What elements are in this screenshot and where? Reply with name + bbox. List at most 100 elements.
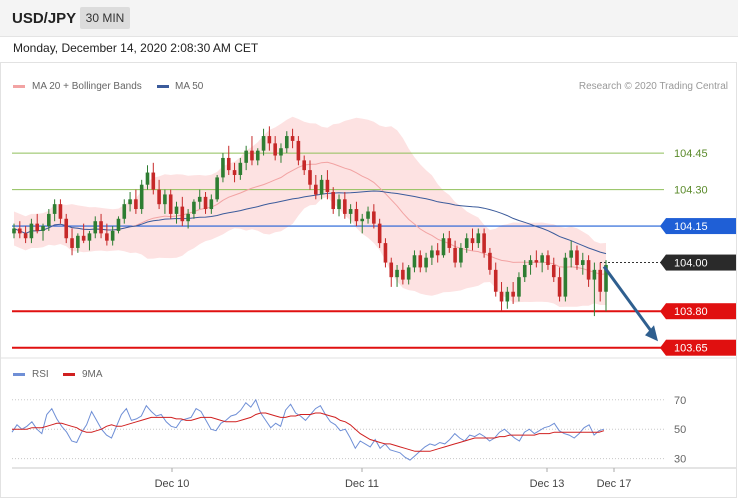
chart-frame [0, 62, 737, 498]
candle-body [221, 157, 225, 178]
candle-body [406, 267, 411, 280]
candle-body [517, 277, 521, 297]
candle-body [23, 233, 28, 239]
candle-body [401, 269, 405, 280]
candle-body [563, 257, 568, 297]
rsi-legend-label: RSI [32, 369, 49, 380]
candle-body [412, 255, 417, 268]
candle-body [261, 136, 266, 151]
level-label: 104.00 [674, 258, 708, 270]
candle-body [35, 223, 40, 231]
candle-body [279, 148, 283, 156]
datetime-label: Monday, December 14, 2020 2:08:30 AM CET [13, 41, 259, 55]
candle-body [110, 230, 115, 241]
candle-body [302, 160, 306, 171]
candle-body [209, 199, 214, 210]
candle-body [64, 218, 69, 239]
candle-body [70, 238, 74, 248]
candle-body [604, 264, 608, 292]
candle-body [319, 179, 324, 195]
candle-body [244, 150, 248, 163]
candle-body [238, 162, 243, 175]
candle-body [232, 170, 237, 175]
candle-body [575, 250, 579, 265]
level-badge-pointer [660, 218, 666, 235]
candle-body [47, 213, 51, 227]
candle-body [284, 136, 289, 149]
candle-body [389, 262, 394, 278]
level-label: 103.65 [674, 343, 708, 355]
rsi-line [11, 398, 605, 461]
candle-body [557, 277, 562, 297]
candle-body [441, 238, 446, 256]
candle-body [418, 255, 423, 268]
candle-body [250, 150, 254, 161]
candle-body [12, 228, 16, 234]
candle-body [337, 199, 341, 210]
candle-body [348, 209, 353, 214]
candle-body [534, 260, 539, 263]
ma50-legend-label: MA 50 [175, 81, 204, 92]
symbol-title: USD/JPY [12, 10, 77, 27]
candle-body [546, 255, 550, 265]
level-badge-support [666, 339, 736, 356]
candle-body [308, 170, 312, 185]
level-label: 103.80 [674, 306, 708, 318]
candle-body [372, 211, 376, 224]
candle-body [99, 221, 103, 234]
candle-body [180, 206, 185, 222]
candle-body [383, 243, 388, 263]
candle-body [255, 150, 260, 161]
candle-body [226, 157, 231, 171]
candle-body [163, 194, 167, 205]
candle-body [366, 211, 370, 219]
time-tick-label: Dec 10 [155, 478, 190, 490]
candle-body [174, 206, 179, 214]
level-badge-pivot [666, 218, 736, 235]
rsi-legend-swatch [13, 373, 25, 376]
ma20-legend-swatch [13, 85, 25, 88]
candle-body [354, 209, 359, 222]
candle-body [52, 204, 57, 214]
candle-body [586, 260, 591, 280]
candle-body [197, 196, 202, 202]
ma20-legend-label: MA 20 + Bollinger Bands [32, 81, 142, 92]
candle-body [493, 269, 498, 292]
time-tick-label: Dec 13 [530, 478, 565, 490]
candle-body [540, 255, 544, 263]
candle-body [488, 252, 492, 270]
timeframe-badge[interactable]: 30 MIN [80, 7, 130, 29]
level-badge-pointer [660, 254, 666, 271]
candle-body [105, 233, 109, 241]
candle-body [499, 291, 504, 302]
candle-body [580, 260, 585, 265]
rsi-tick-label: 70 [674, 395, 686, 407]
level-label: 104.15 [674, 221, 708, 233]
time-tick-label: Dec 11 [345, 478, 379, 490]
rsi-tick-label: 50 [674, 424, 686, 436]
candle-body [470, 238, 475, 244]
candle-body [81, 235, 86, 241]
candle-body [435, 250, 440, 256]
candle-body [18, 228, 22, 234]
level-badge-last [666, 254, 736, 271]
candle-body [331, 192, 336, 210]
candle-body [192, 201, 196, 214]
candle-body [273, 143, 277, 156]
candle-body [267, 136, 272, 144]
candle-body [343, 199, 347, 214]
candle-body [569, 250, 573, 258]
candle-body [598, 269, 602, 292]
candle-body [290, 136, 295, 141]
candle-body [551, 264, 556, 278]
candle-body [139, 184, 144, 210]
candle-body [41, 226, 45, 231]
bollinger-band [14, 116, 606, 307]
candle-body [447, 238, 452, 248]
candle-body [122, 204, 127, 219]
candle-body [592, 269, 597, 280]
candle-body [215, 177, 219, 200]
candle-body [459, 247, 463, 263]
rsi-ma-line [12, 412, 605, 452]
